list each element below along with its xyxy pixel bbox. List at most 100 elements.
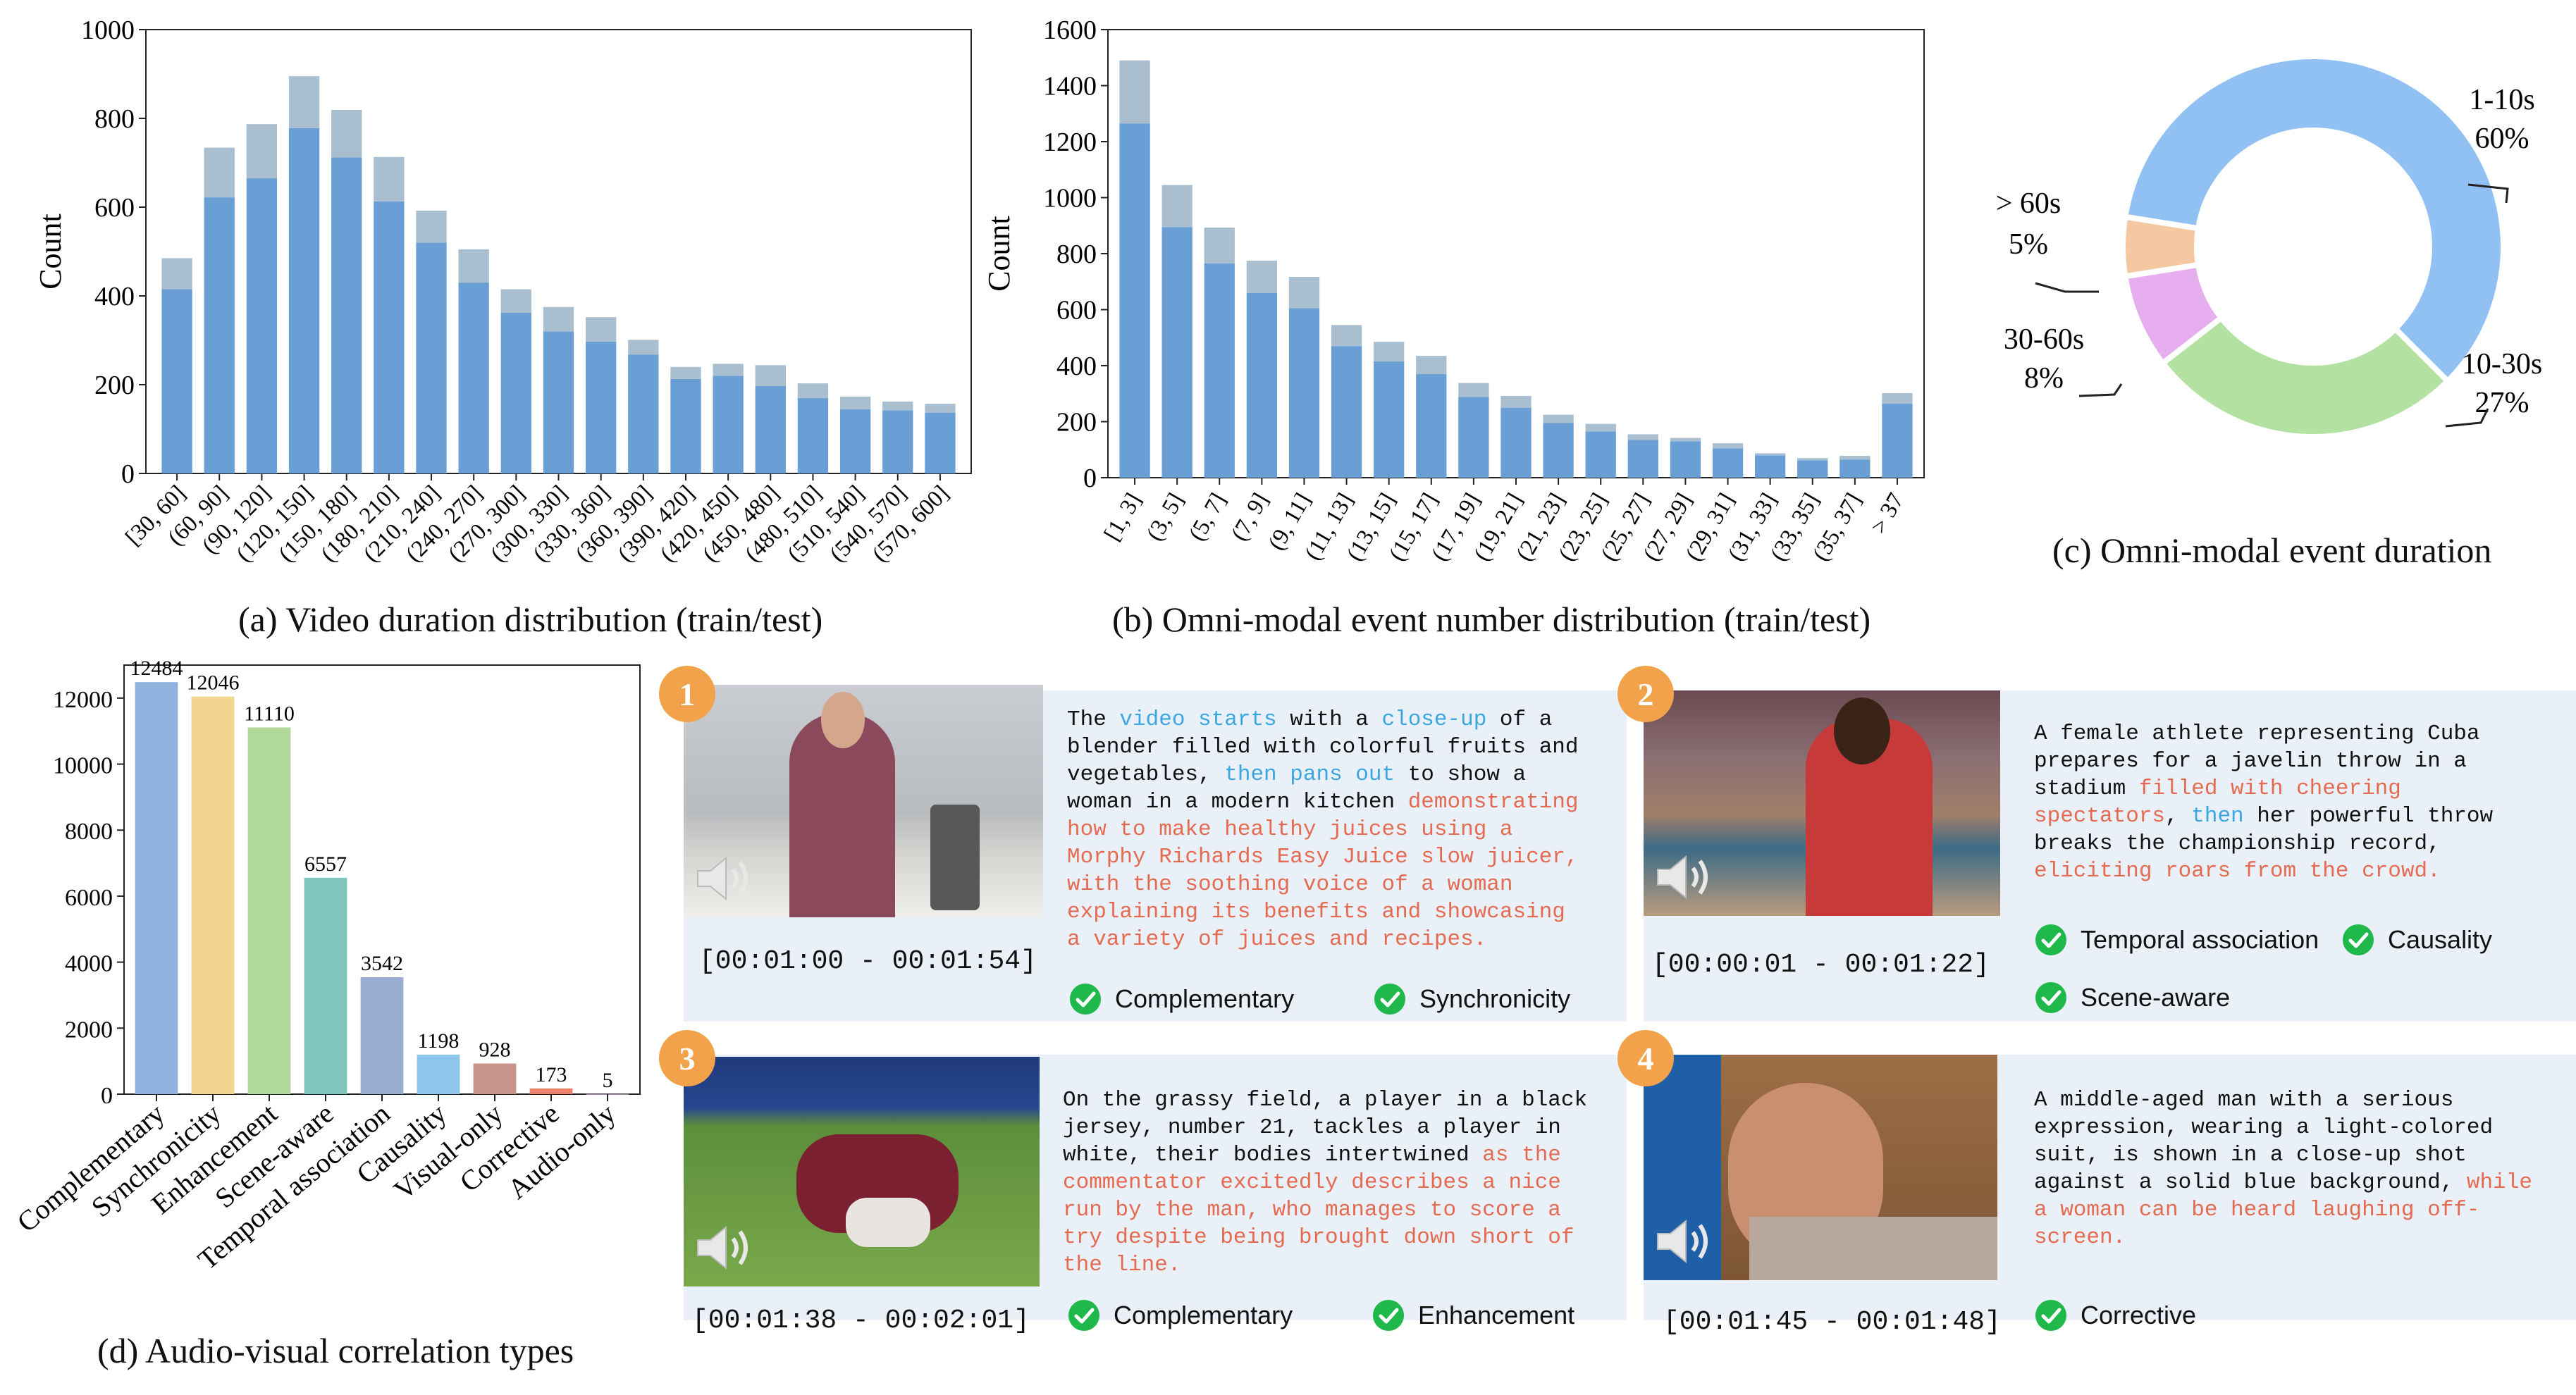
example-number-badge: 2 [1617,666,1674,722]
video-thumbnail[interactable] [1644,1055,1997,1280]
check-circle-icon [1373,1300,1404,1331]
data-label: 3542 [361,952,403,975]
bar-segment [797,397,829,473]
bar [360,977,404,1094]
description-segment: the line. [1063,1253,1181,1277]
bar-segment [1797,458,1828,461]
example-number-badge: 3 [659,1030,715,1086]
bar-segment [1500,395,1532,408]
speaker-icon[interactable] [695,854,758,903]
bar-segment [246,178,278,474]
bar-segment [331,110,362,158]
slice-percent: 27% [2475,387,2529,419]
suit [1749,1217,1997,1280]
bar-segment [1585,431,1616,478]
speaker-icon[interactable] [1655,852,1718,902]
description-line: white, their bodies intertwined as the [1063,1141,1587,1169]
bar-segment [1712,448,1744,478]
description-segment: eliciting roars from the crowd. [2034,859,2441,884]
description-line: prepares for a javelin throw in a [2034,748,2493,775]
caption-a: (a) Video duration distribution (train/t… [238,600,823,639]
donut-slice [2120,213,2202,280]
description-segment: with a [1276,707,1382,732]
y-tick-label: 4000 [65,951,113,977]
description-segment: a variety of juices and recipes. [1067,927,1487,952]
description-segment: prepares for a javelin throw in a [2034,749,2467,774]
description-line: jersey, number 21, tackles a player in [1063,1114,1587,1141]
example-description: The video starts with a close-up of a ble… [1067,706,1579,953]
check-circle-icon [2035,1300,2066,1331]
bar-segment [331,157,362,473]
bar-segment [288,128,320,474]
y-tick-label: 0 [121,459,135,489]
bar-segment [882,410,913,473]
description-segment: how to make healthy juices using a [1067,817,1513,842]
slice-label: 10-30s [2462,348,2542,380]
speaker-icon[interactable] [1655,1217,1718,1266]
bar-segment [1119,123,1150,478]
correlation-tag: Temporal association [2034,923,2319,957]
bar [529,1088,573,1094]
chart-event-number: 0 200 400 600 800 1000 1200 1400 1600 Count [1, 3]… [982,16,1925,565]
bar-segment [925,404,956,413]
description-segment: filled with cheering [2138,776,2401,801]
description-line: the line. [1063,1251,1587,1279]
description-line: a woman can be heard laughing off- [2034,1196,2532,1224]
check-circle-icon [2035,982,2066,1013]
slice-percent: 60% [2475,123,2529,155]
bar-segment [1882,392,1913,404]
correlation-tag: Corrective [2034,1298,2196,1332]
description-segment: white, their bodies intertwined [1063,1143,1483,1167]
y-tick-label: 800 [1056,240,1097,269]
description-segment: while [2466,1170,2532,1195]
data-label: 6557 [304,852,347,876]
bar-segment [755,385,786,473]
data-label: 12484 [130,657,183,680]
video-thumbnail[interactable] [684,1057,1040,1286]
description-segment: try despite being brought down short of [1063,1225,1574,1250]
y-tick-label: 200 [1056,408,1097,438]
bar-segment [586,317,617,342]
video-thumbnail[interactable] [1644,690,2000,916]
description-segment: On the grassy field, a player in a black [1063,1088,1588,1112]
correlation-tag: Scene-aware [2034,981,2230,1015]
bar [247,727,291,1094]
leader-line [2467,183,2509,204]
bar-segment [1839,459,1871,478]
y-tick-label: 1200 [1043,128,1097,157]
bar-segment [1246,292,1278,478]
caption-c: (c) Omni-modal event duration [2052,531,2492,570]
y-tick-label: 600 [94,193,135,223]
example-number-badge: 1 [659,666,715,722]
slice-percent: 5% [2009,228,2048,261]
person-head [821,692,865,748]
description-line: expression, wearing a light-colored [2034,1114,2532,1141]
bar-segment [1458,397,1489,478]
bar-segment [586,341,617,473]
bar-segment [1797,460,1828,478]
correlation-tag-label: Complementary [1115,984,1295,1013]
correlation-tag: Complementary [1067,1298,1293,1332]
y-axis-label: Count [982,216,1016,292]
description-line: stadium filled with cheering [2034,775,2493,802]
bar-segment [458,249,489,283]
description-line: vegetables, then pans out to show a [1067,761,1579,788]
bar-segment [1416,373,1447,478]
bar-segment [1288,276,1320,309]
speaker-icon[interactable] [695,1223,758,1272]
y-tick-label: 2000 [65,1017,113,1043]
description-segment: A female athlete representing Cuba [2034,721,2480,746]
correlation-tag-label: Enhancement [1418,1301,1575,1329]
data-label: 173 [536,1063,567,1086]
bar-segment [161,258,192,290]
example-number-badge: 4 [1617,1030,1674,1086]
description-segment: run by the man, who manages to score a [1063,1198,1561,1222]
description-segment: against a solid blue background, [2034,1170,2467,1195]
y-tick-label: 0 [1083,464,1097,493]
description-segment: A middle-aged man with a serious [2034,1088,2454,1112]
bar-segment [713,376,744,473]
y-tick-label: 400 [1056,352,1097,381]
bar-segment [1374,342,1405,362]
bar-segment [204,197,235,473]
y-tick-label: 1000 [81,16,135,45]
